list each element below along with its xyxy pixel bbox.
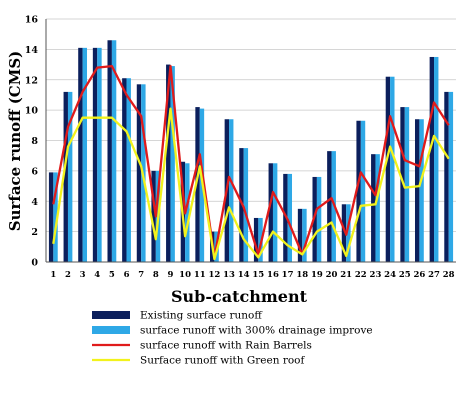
x-tick-21: 21 <box>340 270 352 280</box>
bar-s0-1 <box>48 172 54 262</box>
bar-s0-7 <box>136 84 142 263</box>
bar-s1-28 <box>448 91 454 263</box>
bar-s0-9 <box>166 64 171 262</box>
x-tick-24: 24 <box>384 270 396 280</box>
bar-s1-13 <box>229 119 234 262</box>
y-tick-2: 2 <box>31 227 38 238</box>
bar-s0-23 <box>371 154 376 262</box>
bar-s1-17 <box>287 173 293 262</box>
bar-s1-16 <box>272 163 278 262</box>
x-tick-19: 19 <box>311 270 323 280</box>
bar-s1-26 <box>419 119 424 262</box>
x-tick-28: 28 <box>443 270 455 280</box>
bar-s1-23 <box>375 154 380 262</box>
x-tick-12: 12 <box>208 270 220 280</box>
legend-label-3: Surface runoff with Green roof <box>140 355 305 367</box>
x-tick-4: 4 <box>94 270 100 280</box>
bar-s0-17 <box>283 173 288 262</box>
bar-s1-24 <box>390 76 395 263</box>
bar-s1-10 <box>185 163 190 262</box>
y-tick-labels: 0 2 4 6 8 10 12 14 16 <box>25 15 39 269</box>
bar-s1-19 <box>316 176 322 262</box>
bar-s0-26 <box>414 119 420 262</box>
y-tick-6: 6 <box>31 166 38 177</box>
bar-s0-24 <box>385 76 391 263</box>
bar-s1-1 <box>53 172 58 262</box>
bar-s0-18 <box>297 208 303 262</box>
bar-s1-3 <box>82 47 88 263</box>
x-tick-26: 26 <box>413 270 425 280</box>
bar-s1-5 <box>111 40 117 263</box>
y-tick-4: 4 <box>31 197 38 208</box>
x-tick-10: 10 <box>179 270 191 280</box>
x-tick-13: 13 <box>223 270 235 280</box>
legend-label-0: Existing surface runoff <box>140 310 263 322</box>
y-tick-0: 0 <box>31 258 38 269</box>
legend-label-2: surface runoff with Rain Barrels <box>140 340 312 352</box>
x-tick-3: 3 <box>80 270 86 280</box>
legend: Existing surface runoff surface runoff wi… <box>92 310 373 367</box>
bar-s0-19 <box>312 176 317 262</box>
x-tick-7: 7 <box>138 270 144 280</box>
bar-s1-2 <box>67 91 73 263</box>
bar-s1-18 <box>302 208 307 262</box>
x-axis-label: Sub-catchment <box>171 287 308 306</box>
x-tick-25: 25 <box>399 270 411 280</box>
bar-s1-25 <box>404 107 410 263</box>
bar-s1-21 <box>346 204 351 262</box>
bar-s0-2 <box>63 91 68 263</box>
line-series-1 <box>52 107 450 261</box>
x-tick-11: 11 <box>194 270 206 280</box>
x-tick-9: 9 <box>168 270 174 280</box>
x-tick-23: 23 <box>370 270 382 280</box>
y-tick-10: 10 <box>25 106 39 117</box>
axes <box>45 19 456 263</box>
x-tick-8: 8 <box>153 270 159 280</box>
x-tick-22: 22 <box>355 270 367 280</box>
bar-s0-15 <box>253 217 259 262</box>
x-tick-1: 1 <box>50 270 56 280</box>
x-tick-17: 17 <box>282 270 294 280</box>
bar-s1-27 <box>434 56 439 262</box>
y-tick-16: 16 <box>25 15 39 26</box>
bar-s1-4 <box>97 47 102 263</box>
x-tick-6: 6 <box>124 270 130 280</box>
x-tick-2: 2 <box>65 270 71 280</box>
bar-s0-20 <box>327 151 332 262</box>
legend-swatch-1 <box>92 326 130 334</box>
x-tick-labels: 1 2 3 4 5 6 7 8 9 10 11 12 13 14 15 16 17 18 19 20 21 22 23 24 2… <box>50 270 454 280</box>
line-series-0 <box>52 64 450 259</box>
legend-label-1: surface runoff with 300% drainage improv… <box>140 325 373 337</box>
x-tick-5: 5 <box>109 270 115 280</box>
bar-s0-28 <box>444 91 449 263</box>
bar-s1-14 <box>243 148 249 262</box>
bar-s0-6 <box>122 78 127 262</box>
y-tick-14: 14 <box>25 45 39 56</box>
bar-s0-11 <box>195 107 200 263</box>
y-tick-8: 8 <box>31 136 38 147</box>
bar-s1-22 <box>360 120 366 262</box>
bar-s0-16 <box>268 163 273 262</box>
x-tick-27: 27 <box>428 270 440 280</box>
bar-s0-8 <box>151 170 156 262</box>
x-tick-15: 15 <box>252 270 264 280</box>
bar-s0-21 <box>341 204 347 262</box>
bar-s1-6 <box>126 78 131 262</box>
bar-s1-9 <box>170 66 175 262</box>
x-tick-16: 16 <box>267 270 279 280</box>
legend-swatch-0 <box>92 311 130 319</box>
x-tick-18: 18 <box>296 270 308 280</box>
x-tick-20: 20 <box>326 270 338 280</box>
bar-s0-3 <box>78 47 83 263</box>
bar-s0-22 <box>356 120 361 262</box>
bar-s0-27 <box>429 56 435 262</box>
y-axis-label: Surface runoff (CMS) <box>6 51 24 232</box>
series-lines <box>52 64 450 261</box>
x-tick-14: 14 <box>238 270 250 280</box>
y-tick-12: 12 <box>25 75 38 86</box>
bar-s0-4 <box>92 47 98 263</box>
bar-s0-5 <box>107 40 112 263</box>
